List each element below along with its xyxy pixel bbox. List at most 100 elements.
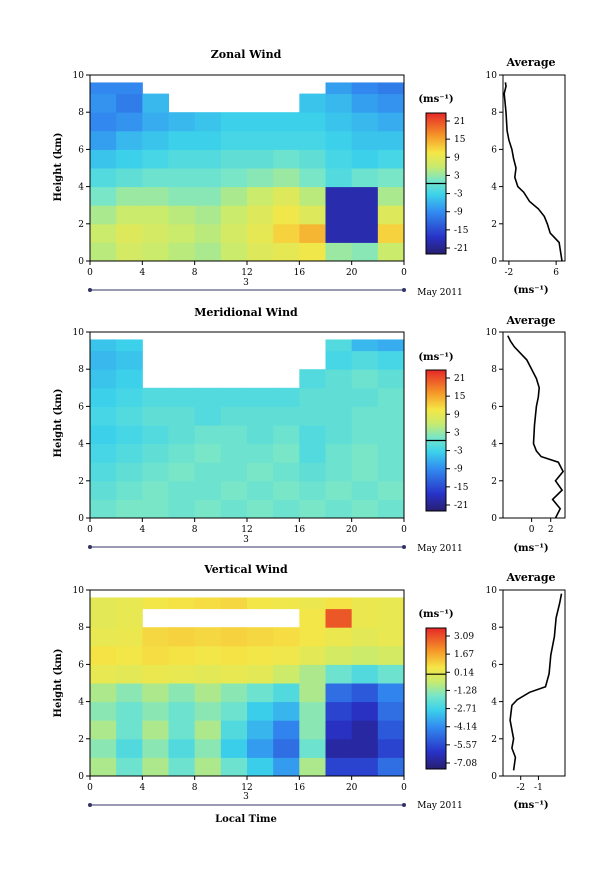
heatmap-cell — [325, 701, 353, 721]
average-x-label: (ms⁻¹) — [513, 543, 548, 554]
heatmap-cell — [90, 664, 117, 684]
heatmap-cell — [90, 627, 117, 647]
heatmap-cell — [247, 130, 274, 150]
heatmap-cell — [116, 701, 143, 721]
heatmap-cell — [116, 242, 143, 262]
colorbar-tick-label: 21 — [454, 117, 465, 127]
heatmap-cell — [351, 597, 379, 610]
heatmap-cell — [142, 597, 169, 610]
heatmap-cell — [299, 701, 326, 721]
heatmap-cell — [325, 443, 353, 463]
heatmap-cell — [325, 339, 353, 352]
heatmap-cell — [168, 149, 196, 169]
colorbar-tick-label: 3 — [454, 428, 460, 438]
y-tick-label: 2 — [78, 220, 84, 230]
colorbar-tick-label: -2.71 — [454, 705, 477, 715]
heatmap-cell — [194, 242, 222, 262]
heatmap-cell — [351, 720, 379, 740]
heatmap-cell — [247, 701, 274, 721]
heatmap-cell — [377, 720, 405, 740]
heatmap-cell — [220, 242, 248, 262]
heatmap-cell — [142, 443, 169, 463]
heatmap-cell — [116, 627, 143, 647]
colorbar-tick-label: -21 — [454, 244, 469, 254]
heatmap-cell — [116, 499, 143, 519]
month-label: May 2011 — [417, 801, 462, 811]
heatmap-cell — [168, 443, 196, 463]
heatmap-cell — [247, 149, 274, 169]
heatmap-cell — [247, 242, 274, 262]
heatmap-cell — [194, 738, 222, 758]
heatmap-cell — [142, 223, 169, 243]
colorbar-tick-label: -3 — [454, 190, 463, 200]
heatmap-cell — [325, 369, 353, 389]
heatmap-cell — [247, 683, 274, 703]
heatmap-cell — [194, 186, 222, 206]
heatmap-cell — [220, 186, 248, 206]
heatmap-cell — [142, 701, 169, 721]
heatmap-cell — [325, 627, 353, 647]
heatmap-cell — [299, 130, 326, 150]
heatmap-cell — [273, 462, 300, 482]
y-tick-label: 10 — [73, 328, 85, 338]
heatmap-cell — [273, 645, 300, 665]
heatmap-cell — [273, 480, 300, 500]
heatmap-cell — [351, 93, 379, 113]
heatmap-cell — [168, 112, 196, 132]
heatmap-cell — [116, 93, 143, 113]
average-x-tick-label: 2 — [548, 525, 554, 535]
average-profile-line — [509, 593, 563, 771]
heatmap-cell — [168, 223, 196, 243]
heatmap-cell — [116, 149, 143, 169]
heatmap-cell — [299, 406, 326, 426]
y-tick-label: 2 — [78, 735, 84, 745]
heatmap-cell — [168, 205, 196, 225]
heatmap-cell — [325, 168, 353, 188]
heatmap-cell — [325, 738, 353, 758]
heatmap-cell — [247, 664, 274, 684]
heatmap-cell — [116, 608, 143, 628]
colorbar-tick-label: -4.14 — [454, 723, 477, 733]
heatmap-cell — [90, 168, 117, 188]
heatmap-cell — [142, 664, 169, 684]
heatmap-cell — [273, 683, 300, 703]
heatmap-cell — [247, 425, 274, 445]
heatmap-cell — [90, 645, 117, 665]
average-x-tick-label: -1 — [534, 783, 543, 793]
heatmap-cell — [142, 425, 169, 445]
month-label: May 2011 — [417, 288, 462, 298]
heatmap-cell — [116, 350, 143, 370]
heatmap-cell — [299, 112, 326, 132]
heatmap-cell — [351, 664, 379, 684]
heatmap-cell — [90, 350, 117, 370]
heatmap-cell — [194, 443, 222, 463]
heatmap-cell — [220, 738, 248, 758]
y-tick-label: 0 — [78, 772, 84, 782]
heatmap-cell — [299, 387, 326, 407]
average-x-tick-label: 0 — [529, 525, 535, 535]
x-axis-label: Local Time — [215, 814, 277, 825]
colorbar-tick-label: -5.57 — [454, 741, 477, 751]
heatmap-cell — [220, 597, 248, 610]
heatmap-cell — [142, 683, 169, 703]
heatmap-cell — [273, 443, 300, 463]
heatmap-cell — [247, 462, 274, 482]
heatmap-cell — [116, 462, 143, 482]
heatmap-cell — [247, 443, 274, 463]
y-tick-label: 4 — [78, 440, 84, 450]
heatmap-cell — [194, 720, 222, 740]
heatmap-cell — [116, 339, 143, 352]
y-axis-label: Height (km) — [53, 649, 64, 718]
heatmap-cell — [220, 443, 248, 463]
heatmap-cell — [377, 387, 405, 407]
average-y-tick-label: 10 — [486, 71, 498, 81]
heatmap-cell — [351, 499, 379, 519]
heatmap-cell — [351, 406, 379, 426]
heatmap-cell — [299, 369, 326, 389]
heatmap-cell — [168, 738, 196, 758]
heatmap-cell — [351, 149, 379, 169]
colorbar-tick-label: -9 — [454, 208, 463, 218]
heatmap-cell — [142, 406, 169, 426]
heatmap-cell — [299, 205, 326, 225]
heatmap-cell — [377, 339, 405, 352]
